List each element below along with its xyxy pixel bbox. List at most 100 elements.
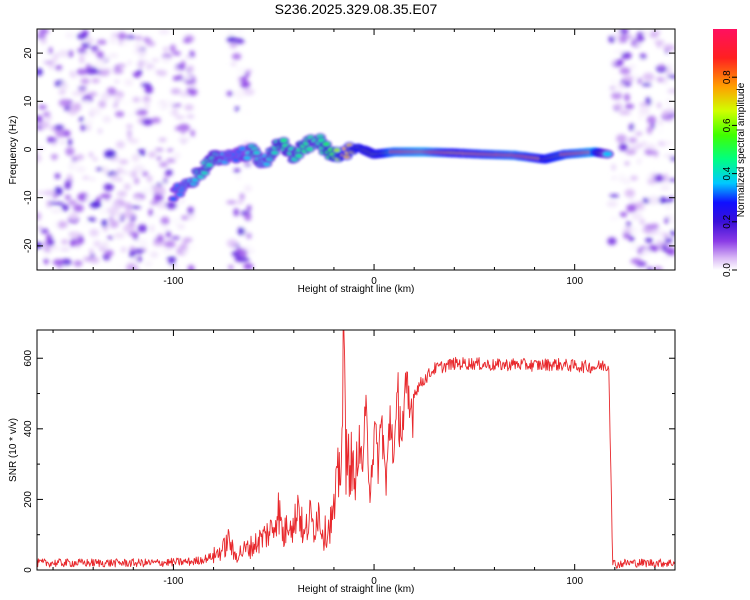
noise-blob [140, 187, 151, 194]
noise-blob [659, 230, 666, 238]
track-core [253, 150, 261, 155]
noise-blob [148, 183, 153, 192]
noise-blob [78, 86, 87, 90]
noise-blob [184, 80, 196, 85]
noise-blob [630, 258, 642, 264]
noise-blob [135, 196, 141, 203]
noise-blob [137, 224, 148, 233]
track-core [602, 151, 612, 157]
noise-blob [69, 232, 80, 240]
noise-blob [92, 157, 98, 161]
noise-blob [155, 70, 160, 74]
noise-blob [46, 238, 55, 247]
noise-blob [91, 50, 98, 54]
noise-blob [76, 68, 88, 75]
noise-blob [126, 124, 133, 129]
noise-blob [54, 173, 61, 179]
noise-blob [108, 217, 113, 221]
noise-blob [635, 201, 644, 210]
noise-blob [73, 204, 84, 213]
noise-blob [87, 217, 97, 222]
noise-blob [81, 222, 90, 228]
noise-blob [154, 148, 164, 152]
noise-blob [86, 37, 94, 45]
noise-blob [635, 42, 645, 46]
noise-blob [187, 265, 195, 270]
noise-blob [58, 49, 70, 58]
noise-blob [159, 162, 169, 168]
noise-blob [137, 148, 146, 153]
noise-blob [177, 223, 186, 230]
noise-blob [165, 230, 171, 238]
noise-blob [658, 126, 664, 135]
noise-blob [96, 39, 107, 45]
noise-blob [43, 258, 49, 265]
noise-blob [82, 99, 92, 109]
noise-blob [611, 91, 623, 100]
noise-blob [88, 152, 94, 158]
noise-blob [635, 131, 643, 136]
noise-blob [135, 256, 143, 262]
noise-blob [143, 95, 151, 103]
noise-blob [243, 185, 252, 192]
track-core [271, 150, 279, 155]
noise-blob [113, 232, 126, 239]
noise-blob [37, 154, 42, 163]
noise-blob [606, 200, 618, 208]
noise-blob [130, 205, 142, 209]
noise-blob [38, 29, 49, 34]
noise-blob [127, 35, 136, 40]
noise-blob [179, 199, 185, 203]
noise-blob [149, 251, 159, 258]
noise-blob [101, 219, 108, 228]
spectrogram-xlabel: Height of straight line (km) [298, 284, 415, 295]
noise-blob [235, 175, 243, 180]
noise-blob [158, 137, 167, 142]
noise-blob [109, 66, 115, 71]
noise-blob [89, 228, 99, 237]
noise-blob [135, 35, 143, 41]
noise-blob [664, 216, 669, 224]
noise-blob [242, 32, 249, 37]
noise-blob [637, 36, 645, 41]
noise-blob [172, 217, 179, 226]
noise-blob [75, 166, 87, 173]
noise-blob [665, 117, 674, 122]
track-core [243, 155, 251, 160]
noise-blob [37, 33, 47, 39]
noise-blob [116, 263, 124, 270]
noise-blob [639, 102, 650, 107]
noise-blob [612, 61, 617, 65]
noise-blob [608, 35, 616, 43]
noise-blob [96, 167, 104, 171]
noise-blob [123, 210, 135, 219]
noise-blob [140, 83, 151, 87]
noise-blob [134, 111, 145, 115]
noise-blob [616, 134, 627, 144]
spectrogram-ytick-label: 0 [23, 146, 34, 152]
noise-blob [158, 29, 171, 35]
noise-blob [106, 87, 117, 96]
noise-blob [619, 212, 628, 217]
noise-blob [86, 63, 91, 71]
noise-blob [89, 248, 94, 255]
noise-blob [93, 114, 104, 119]
noise-blob [619, 67, 631, 75]
noise-blob [77, 192, 89, 202]
noise-blob [628, 197, 635, 202]
noise-blob [60, 258, 72, 266]
snr-series [37, 330, 675, 569]
noise-blob [58, 99, 70, 107]
noise-blob [637, 77, 642, 84]
noise-blob [243, 222, 249, 230]
noise-blob [48, 245, 60, 251]
noise-blob [226, 36, 237, 43]
noise-blob [186, 245, 198, 250]
noise-blob [132, 256, 138, 263]
noise-blob [73, 260, 83, 267]
noise-blob [617, 59, 624, 65]
noise-blob [642, 72, 655, 82]
noise-blob [163, 46, 169, 53]
noise-blob [234, 89, 246, 99]
snr-line [37, 330, 675, 569]
